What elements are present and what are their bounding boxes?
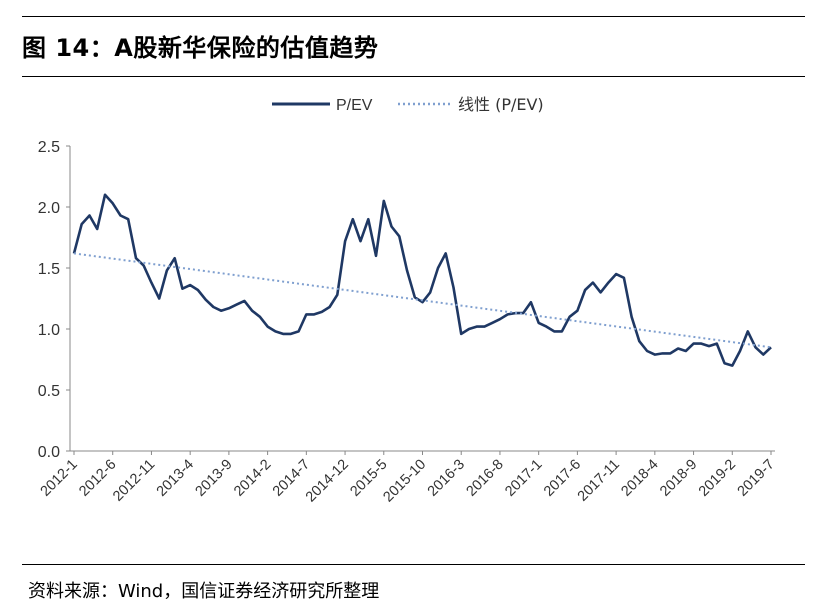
legend-label-pev: P/EV: [336, 97, 373, 114]
bottom-rule: [22, 564, 805, 565]
source-note: 资料来源：Wind，国信证券经济研究所整理: [28, 581, 380, 602]
title-rule: [22, 76, 805, 77]
x-tick-label: 2013-4: [154, 457, 197, 500]
x-tick-label: 2012-11: [110, 457, 158, 505]
x-tick-label: 2017-11: [575, 457, 623, 505]
y-tick-label: 1.5: [38, 261, 60, 278]
x-tick-label: 2016-8: [464, 457, 507, 500]
x-tick-label: 2015-10: [380, 457, 429, 506]
x-tick-label: 2018-9: [657, 457, 700, 500]
top-rule: [22, 16, 805, 17]
y-tick-label: 0.0: [38, 444, 60, 461]
y-tick-label: 0.5: [38, 383, 60, 400]
legend-label-trend: 线性 (P/EV): [458, 95, 544, 114]
x-tick-label: 2019-7: [735, 457, 778, 500]
figure-title: 图 14：A股新华保险的估值趋势: [22, 34, 379, 62]
trend-line: [73, 252, 772, 349]
x-tick-label: 2014-2: [231, 457, 274, 500]
x-tick-label: 2017-1: [502, 457, 545, 500]
x-tick-label: 2014-12: [303, 457, 352, 506]
y-tick-label: 1.0: [38, 322, 60, 339]
x-tick-label: 2019-2: [696, 457, 739, 500]
plot-area: [72, 193, 772, 367]
x-tick-label: 2013-9: [192, 457, 235, 500]
legend: P/EV 线性 (P/EV): [272, 95, 544, 114]
y-tick-label: 2.0: [38, 200, 60, 217]
series-line-pev: [72, 193, 772, 367]
axes: 0.00.51.01.52.02.52012-12012-62012-11201…: [38, 139, 778, 505]
y-tick-label: 2.5: [38, 139, 60, 156]
x-tick-label: 2016-3: [425, 457, 468, 500]
x-tick-label: 2018-4: [618, 457, 661, 500]
x-tick-label: 2012-1: [38, 457, 81, 500]
chart: P/EV 线性 (P/EV) 0.0 0.5 1.0 1.5 2.0 2.5 2012-1 20…: [38, 95, 778, 505]
